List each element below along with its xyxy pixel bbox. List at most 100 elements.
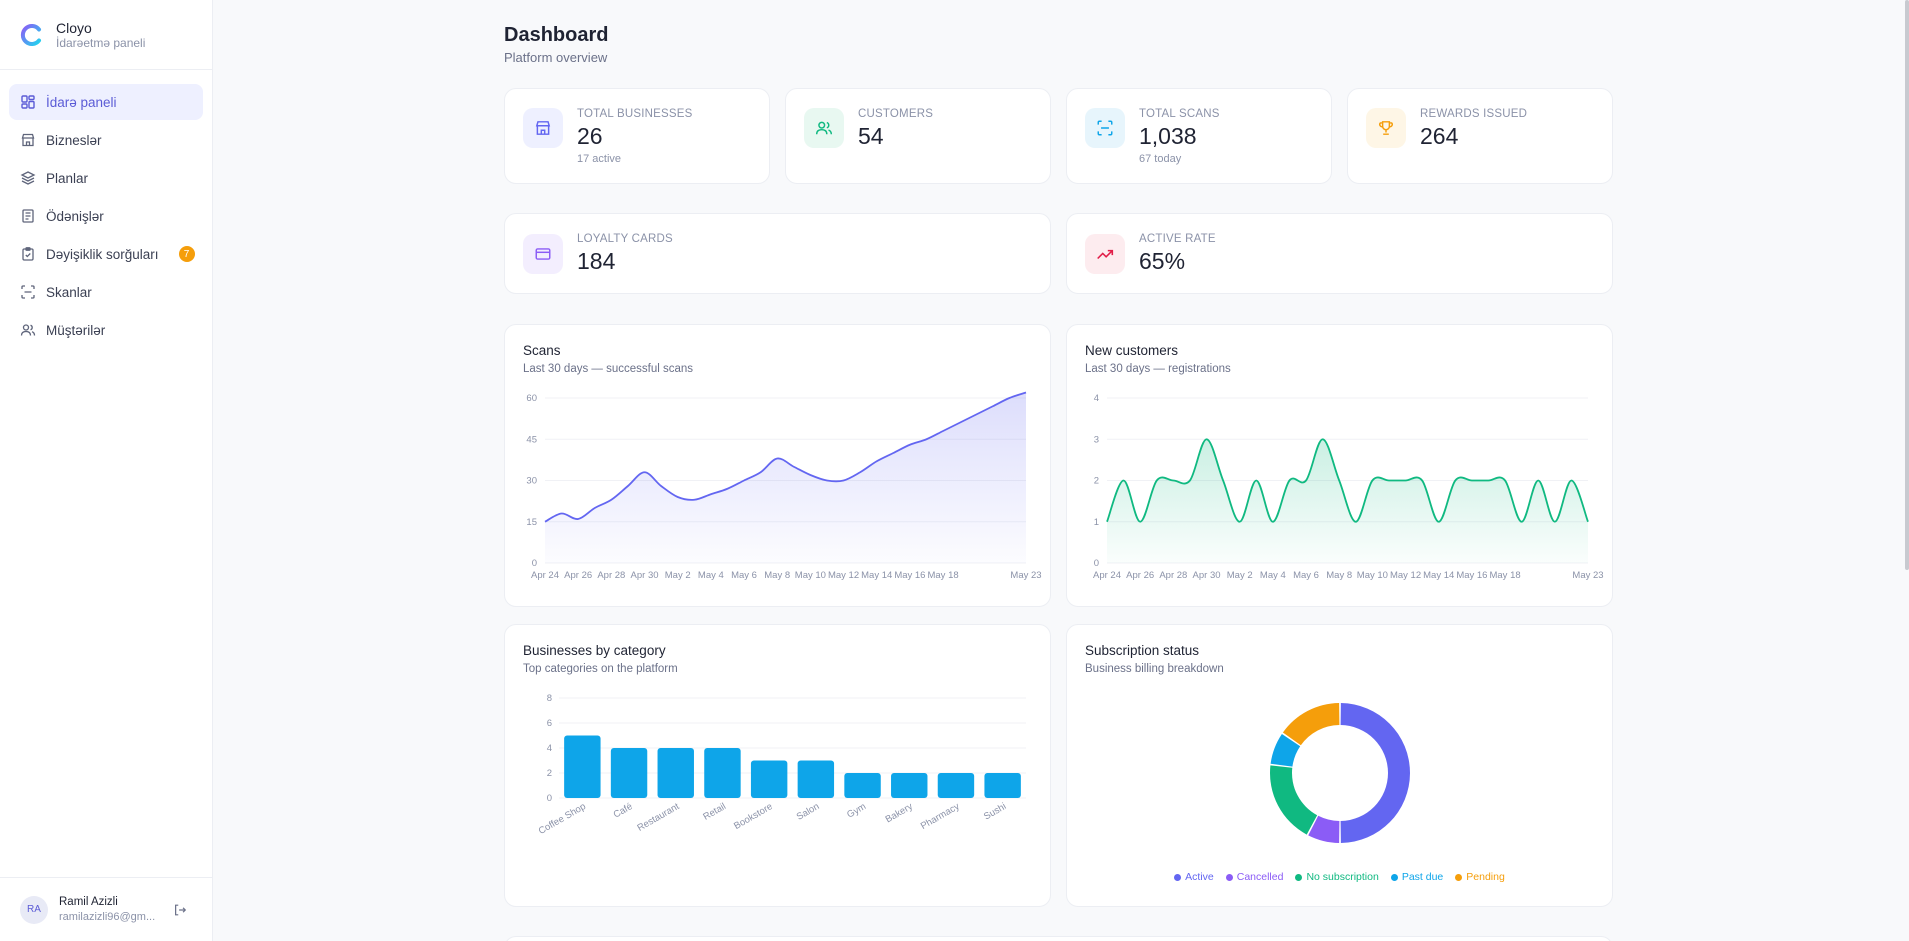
stat-value: 264: [1420, 123, 1459, 149]
stat-value: 26: [577, 123, 603, 149]
brand: Cloyo İdarəetmə paneli: [0, 0, 212, 70]
x-tick-label: May 8: [764, 570, 790, 581]
scans-chart-card: Scans Last 30 days — successful scans 0 1…: [504, 324, 1051, 607]
y-tick-label: 4: [547, 743, 552, 754]
stat-value: 65%: [1139, 248, 1186, 274]
legend-item-active[interactable]: Active: [1174, 871, 1214, 883]
x-tick-label: May 18: [1489, 570, 1520, 581]
bar-pharmacy: [937, 773, 975, 798]
y-tick-label: 0: [532, 558, 537, 569]
scan-icon: [1085, 108, 1125, 148]
trophy-icon: [1366, 108, 1406, 148]
user-name: Ramil Azizli: [59, 896, 118, 908]
x-tick-label: May 16: [894, 570, 925, 581]
layers-icon: [20, 171, 36, 185]
x-tick-label: May 4: [1260, 570, 1286, 581]
bar-restaurant: [657, 748, 694, 798]
legend-label: Past due: [1401, 871, 1444, 883]
stat-sub: 67 today: [1139, 153, 1182, 165]
y-tick-label: 2: [547, 768, 552, 779]
chart-subtitle: Top categories on the platform: [523, 663, 678, 675]
user-email: ramilazizli96@gm...: [59, 911, 156, 923]
legend-dot: [1390, 873, 1398, 881]
chart-subtitle: Last 30 days — successful scans: [523, 363, 694, 375]
scans-line-chart: 0 15 30 45 60 Apr 24 Apr 26 Apr 28 Apr 30 May 2 Ma…: [526, 391, 1042, 581]
stat-label: LOYALTY CARDS: [577, 233, 673, 245]
x-tick-label: Apr 24: [531, 570, 559, 581]
slice-no-subscription: [1270, 765, 1318, 835]
x-tick-label: May 18: [927, 570, 958, 581]
stat-sub: 17 active: [577, 153, 622, 165]
legend-label: Active: [1185, 871, 1214, 883]
sidebar-item-label: Skanlar: [46, 284, 92, 300]
new-customers-chart-card: New customers Last 30 days — registratio…: [1066, 324, 1613, 607]
chart-title: New customers: [1085, 343, 1179, 358]
stat-label: TOTAL SCANS: [1139, 108, 1220, 120]
slice-pending: [1282, 703, 1340, 746]
series-line: [544, 391, 1027, 523]
stat-label: REWARDS ISSUED: [1420, 108, 1528, 120]
legend-dot: [1225, 873, 1233, 881]
logout-icon[interactable]: [173, 903, 187, 917]
x-tick-label: Bakery: [884, 801, 915, 825]
page-scrollbar[interactable]: [1905, 0, 1909, 570]
x-tick-label: Retail: [701, 801, 728, 823]
sidebar-item-customers[interactable]: Müştərilər: [9, 312, 203, 348]
chart-title: Businesses by category: [523, 643, 666, 658]
chart-legend: Active Cancelled No subscription Past due Pe…: [1067, 871, 1612, 883]
legend-item-pending[interactable]: Pending: [1455, 871, 1505, 883]
x-tick-label: May 23: [1010, 570, 1041, 581]
x-tick-label: Restaurant: [635, 801, 681, 834]
sidebar-item-label: Ödənişlər: [46, 208, 104, 224]
stat-card-total-businesses: TOTAL BUSINESSES 26 17 active: [504, 88, 770, 184]
x-tick-label: Coffee Shop: [537, 801, 588, 837]
legend-label: Cancelled: [1236, 871, 1284, 883]
y-tick-label: 0: [1094, 558, 1099, 569]
x-tick-label: May 6: [731, 570, 757, 581]
legend-item-cancelled[interactable]: Cancelled: [1225, 871, 1284, 883]
y-tick-label: 60: [526, 393, 537, 404]
legend-dot: [1295, 873, 1303, 881]
change-requests-badge: 7: [178, 246, 195, 262]
sidebar-item-scans[interactable]: Skanlar: [9, 274, 203, 310]
sidebar-item-change-requests[interactable]: Dəyişiklik sorğuları 7: [9, 236, 203, 272]
stat-card-total-scans: TOTAL SCANS 1,038 67 today: [1066, 88, 1332, 184]
x-tick-label: Pharmacy: [919, 801, 962, 832]
y-tick-label: 0: [547, 793, 552, 804]
x-tick-label: May 10: [795, 570, 826, 581]
x-tick-label: May 6: [1293, 570, 1319, 581]
bar-gym: [844, 773, 881, 798]
brand-subtitle: İdarəetmə paneli: [56, 35, 146, 50]
chart-title: Subscription status: [1085, 643, 1200, 658]
x-tick-label: Bookstore: [732, 801, 775, 832]
categories-chart-card: Businesses by category Top categories on…: [504, 624, 1051, 907]
y-tick-label: 1: [1094, 517, 1099, 528]
legend-dot: [1455, 873, 1463, 881]
legend-dot: [1174, 873, 1182, 881]
y-tick-label: 45: [526, 434, 537, 445]
x-tick-label: May 12: [1390, 570, 1421, 581]
x-tick-label: May 2: [665, 570, 691, 581]
x-tick-label: Apr 26: [564, 570, 592, 581]
bar-salon: [797, 760, 835, 798]
stat-card-active-rate: ACTIVE RATE 65%: [1066, 213, 1613, 294]
sidebar-item-payments[interactable]: Ödənişlər: [9, 198, 203, 234]
new-customers-line-chart: 0 1 2 3 4 Apr 24 Apr 26 Apr 28 Apr 30 May 2 May 4 M…: [1093, 393, 1604, 581]
sidebar-item-dashboard[interactable]: İdarə paneli: [9, 84, 203, 120]
sidebar-item-plans[interactable]: Planlar: [9, 160, 203, 196]
x-tick-label: Apr 28: [597, 570, 625, 581]
y-tick-label: 30: [526, 476, 537, 487]
legend-item-past-due[interactable]: Past due: [1390, 871, 1444, 883]
x-tick-label: May 2: [1227, 570, 1253, 581]
series-area: [545, 392, 1026, 563]
sidebar: Cloyo İdarəetmə paneli İdarə paneli Bizn…: [0, 0, 213, 941]
user-profile: RA Ramil Azizli ramilazizli96@gm...: [0, 877, 213, 941]
cloyo-logo-icon: [20, 23, 41, 46]
legend-item-no-subscription[interactable]: No subscription: [1295, 871, 1379, 883]
sidebar-item-businesses[interactable]: Bizneslər: [9, 122, 203, 158]
x-tick-label: May 23: [1572, 570, 1603, 581]
chart-title: Scans: [523, 343, 561, 358]
next-section-card: [504, 936, 1613, 941]
scan-icon: [21, 285, 35, 299]
bar-coffee-shop: [564, 735, 601, 798]
